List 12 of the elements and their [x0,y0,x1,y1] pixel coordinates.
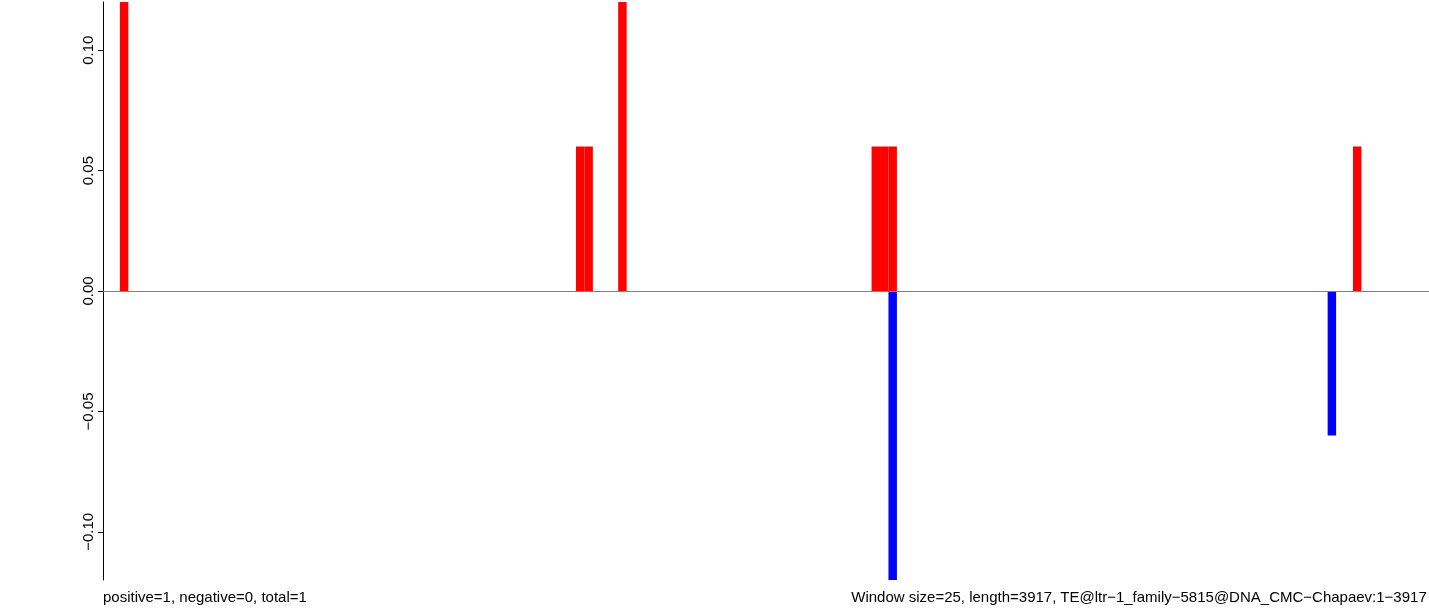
y-tick-label: 0.00 [79,276,96,306]
bar [1327,291,1337,436]
text: positive=1, negative=0, total=1 [103,588,307,605]
bar [1352,146,1362,291]
y-tick-label: −0.05 [79,392,96,431]
text: Window size=25, length=3917, TE@ltr−1_family−5815@DNA_CMC−Chapaev:1−3917 [851,588,1427,605]
y-tick-label: 0.05 [79,155,96,186]
bar [618,2,627,291]
y-tick-label: 0.10 [79,35,96,65]
y-tick-label: −0.10 [79,512,96,551]
bar [119,2,129,291]
bar [888,291,897,580]
